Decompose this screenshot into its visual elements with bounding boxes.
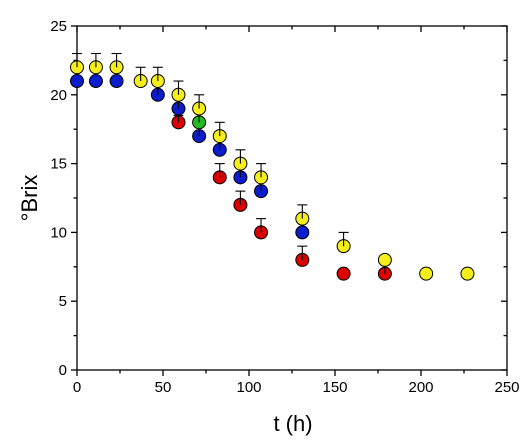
x-tick-label: 100 xyxy=(236,379,261,396)
x-tick-label: 0 xyxy=(73,379,81,396)
tick-labels: 0 50 100 150 200 250 0 5 10 15 20 25 xyxy=(50,18,519,396)
data-point xyxy=(377,252,392,267)
axis-ticks xyxy=(71,25,508,376)
x-tick-label: 50 xyxy=(155,379,172,396)
x-tick-label: 250 xyxy=(494,379,519,396)
y-tick-label: 15 xyxy=(50,156,67,173)
y-tick-label: 25 xyxy=(50,18,67,35)
x-tick-label: 150 xyxy=(322,379,347,396)
x-axis-label: t (h) xyxy=(273,411,312,436)
y-tick-label: 5 xyxy=(59,293,67,310)
y-tick-label: 10 xyxy=(50,224,67,241)
x-tick-label: 200 xyxy=(408,379,433,396)
data-point xyxy=(88,74,103,89)
data-point xyxy=(460,266,475,281)
data-markers xyxy=(70,60,475,281)
data-point xyxy=(109,74,124,89)
data-point xyxy=(70,74,84,89)
y-tick-label: 0 xyxy=(59,362,67,379)
data-point xyxy=(419,266,434,281)
data-point xyxy=(336,266,351,281)
y-tick-label: 20 xyxy=(50,87,67,104)
data-point xyxy=(295,225,310,240)
y-axis-label: °Brix xyxy=(17,175,42,222)
